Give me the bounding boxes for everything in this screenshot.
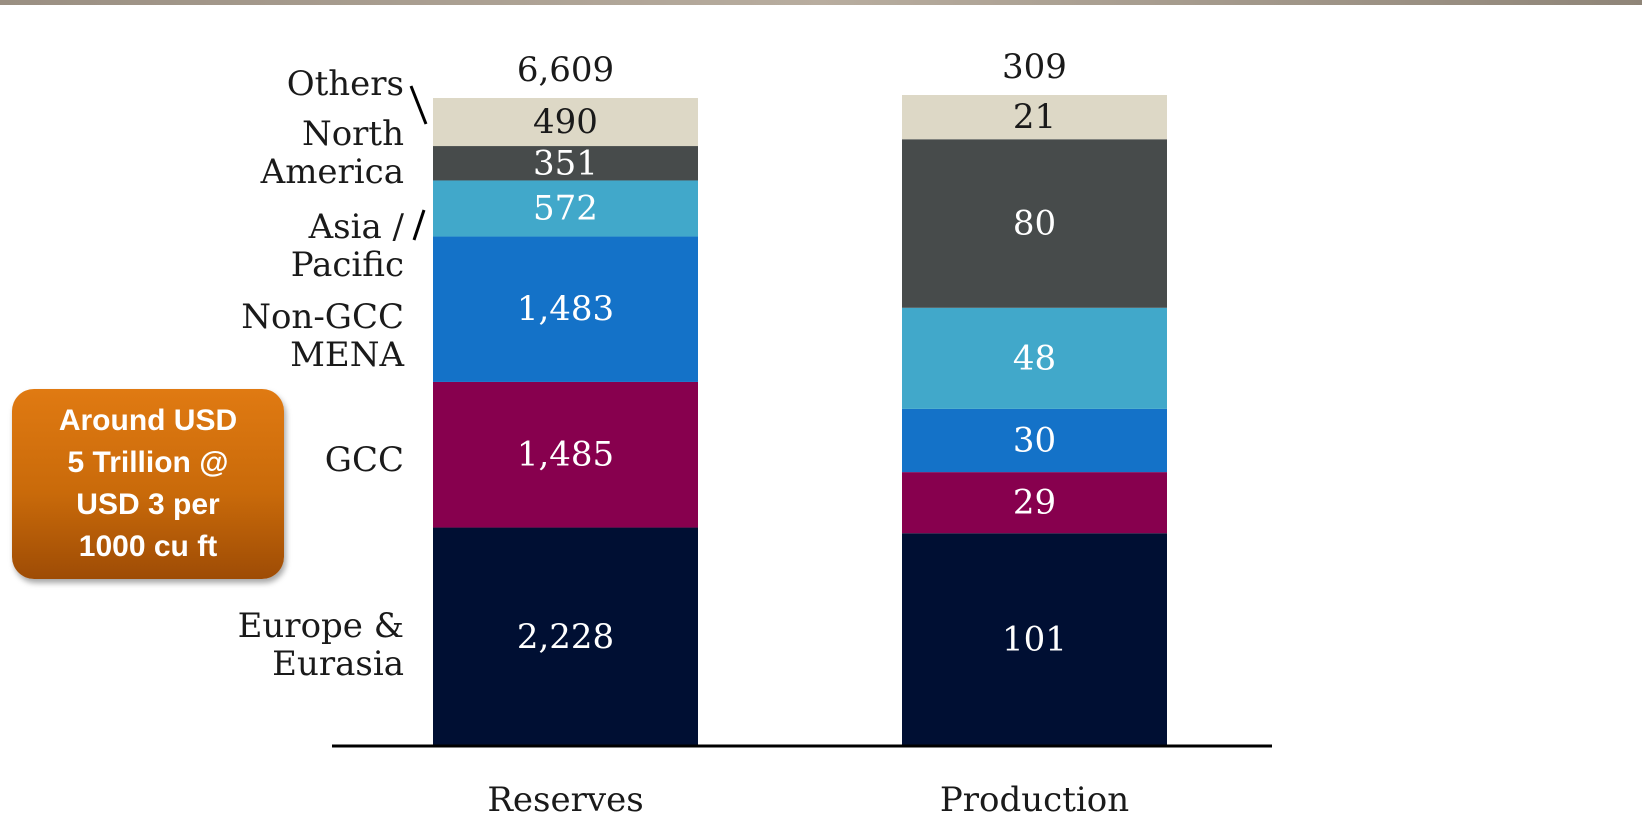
total-label-reserves: 6,609 [517,50,614,90]
value-callout: Around USD 5 Trillion @ USD 3 per 1000 c… [12,389,284,579]
callout-text: Around USD 5 Trillion @ USD 3 per 1000 c… [58,404,238,563]
bar-production-gcc [902,472,1167,534]
bar-production-europe-eurasia [902,533,1167,746]
data-label-production-others: 21 [1013,97,1056,137]
data-label-reserves-north-america: 351 [533,143,598,183]
x-tick-production: Production [940,780,1129,816]
legend-label-asia-pacific: Asia / Pacific [291,207,405,285]
bar-reserves-non-gcc-mena [433,236,698,382]
x-tick-reserves: Reserves [487,780,643,816]
leader-line-others [409,85,428,125]
bar-reserves-others [433,98,698,147]
legend-label-non-gcc-mena: Non-GCC MENA [241,297,404,375]
data-label-production-europe-eurasia: 101 [1002,620,1067,660]
top-border [0,0,1642,5]
legend-label-north-america: North America [260,114,404,192]
legend-label-others: Others [287,64,404,104]
data-label-reserves-asia-pacific: 572 [533,189,598,229]
legend-label-europe-eurasia: Europe & Eurasia [238,606,404,684]
bar-reserves-asia-pacific [433,180,698,237]
data-label-production-asia-pacific: 48 [1013,338,1056,378]
data-label-production-non-gcc-mena: 30 [1013,421,1056,461]
legend-label-gcc: GCC [325,440,404,480]
leader-line-asia-pacific [412,209,426,241]
total-label-production: 309 [1002,47,1067,87]
bar-reserves-north-america [433,146,698,181]
bar-production-asia-pacific [902,307,1167,409]
data-label-reserves-europe-eurasia: 2,228 [517,617,614,657]
data-label-production-north-america: 80 [1013,204,1056,244]
bar-production-others [902,95,1167,140]
data-label-reserves-others: 490 [533,102,598,142]
bar-production-north-america [902,139,1167,308]
data-label-reserves-non-gcc-mena: 1,483 [517,289,614,329]
bar-reserves-europe-eurasia [433,527,698,746]
data-label-reserves-gcc: 1,485 [517,435,614,475]
bar-production-non-gcc-mena [902,408,1167,473]
bar-reserves-gcc [433,381,698,528]
data-label-production-gcc: 29 [1013,483,1056,523]
